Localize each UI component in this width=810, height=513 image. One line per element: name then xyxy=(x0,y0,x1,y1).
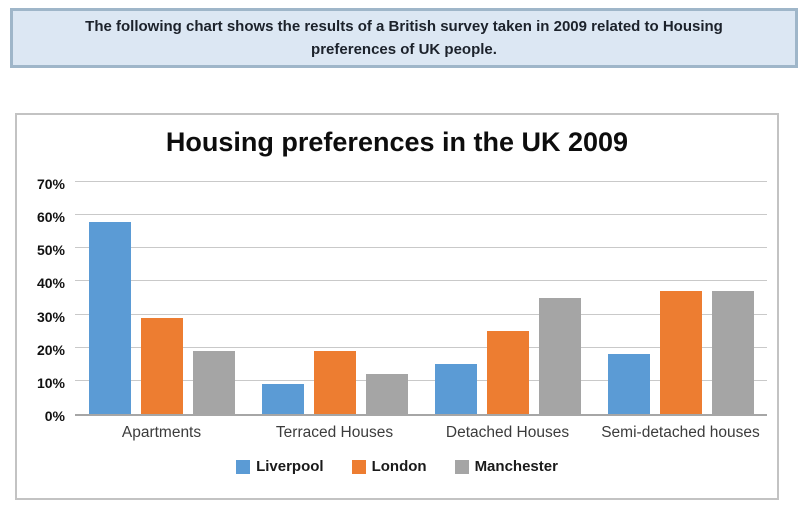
y-tick-label: 20% xyxy=(36,341,65,358)
legend-label-london: London xyxy=(371,458,427,475)
legend-swatch-london xyxy=(351,459,366,474)
legend-item-liverpool: Liverpool xyxy=(236,458,324,475)
x-category-label-semi-detached-houses: Semi-detached houses xyxy=(601,424,760,441)
bar-liverpool-apartments xyxy=(88,221,131,414)
instruction-box: The following chart shows the results of… xyxy=(10,8,798,68)
bar-manchester-terraced-houses xyxy=(365,374,408,414)
legend-item-london: London xyxy=(351,458,427,475)
plot-area xyxy=(75,181,767,416)
bar-liverpool-terraced-houses xyxy=(261,384,304,414)
bar-manchester-apartments xyxy=(192,351,235,414)
bar-group-semi-detached-houses xyxy=(594,184,767,414)
legend-label-manchester: Manchester xyxy=(474,458,558,475)
x-category-label-terraced-houses: Terraced Houses xyxy=(275,424,394,441)
y-tick-label: 40% xyxy=(36,275,65,292)
bar-manchester-detached-houses xyxy=(538,298,581,414)
legend-swatch-manchester xyxy=(454,459,469,474)
instruction-text: The following chart shows the results of… xyxy=(85,17,723,58)
chart-panel: Housing preferences in the UK 2009 0% 10%… xyxy=(15,113,779,500)
bar-liverpool-semi-detached-houses xyxy=(607,354,650,414)
gridline xyxy=(75,313,767,315)
y-tick-label: 50% xyxy=(36,242,65,259)
y-tick-label: 0% xyxy=(44,408,65,424)
bar-london-apartments xyxy=(140,317,183,414)
y-axis-labels: 0% 10% 20% 30% 40% 50% 60% 70% xyxy=(17,176,69,424)
gridline xyxy=(75,379,767,381)
chart-title: Housing preferences in the UK 2009 xyxy=(165,127,629,157)
bar-liverpool-detached-houses xyxy=(434,364,477,414)
x-axis-labels: Apartments Terraced Houses Detached Houses… xyxy=(75,424,767,442)
gridline xyxy=(75,214,767,216)
x-category-label-detached-houses: Detached Houses xyxy=(445,424,570,441)
y-tick-label: 60% xyxy=(36,209,65,226)
bar-london-terraced-houses xyxy=(313,351,356,414)
y-tick-label: 30% xyxy=(36,308,65,325)
legend-swatch-liverpool xyxy=(236,459,251,474)
x-category-label-apartments: Apartments xyxy=(121,424,202,441)
bar-london-semi-detached-houses xyxy=(659,291,702,414)
gridline xyxy=(75,247,767,249)
gridline xyxy=(75,181,767,182)
gridline xyxy=(75,280,767,282)
bar-group-detached-houses xyxy=(421,184,594,414)
legend-label-liverpool: Liverpool xyxy=(256,458,324,475)
legend: Liverpool London Manchester xyxy=(17,458,777,475)
y-tick-label: 10% xyxy=(36,374,65,391)
bar-group-apartments xyxy=(75,184,248,414)
bar-manchester-semi-detached-houses xyxy=(711,291,754,414)
bar-london-detached-houses xyxy=(486,331,529,414)
legend-item-manchester: Manchester xyxy=(454,458,558,475)
y-tick-label: 70% xyxy=(36,176,65,192)
gridline xyxy=(75,346,767,348)
bar-group-terraced-houses xyxy=(248,184,421,414)
